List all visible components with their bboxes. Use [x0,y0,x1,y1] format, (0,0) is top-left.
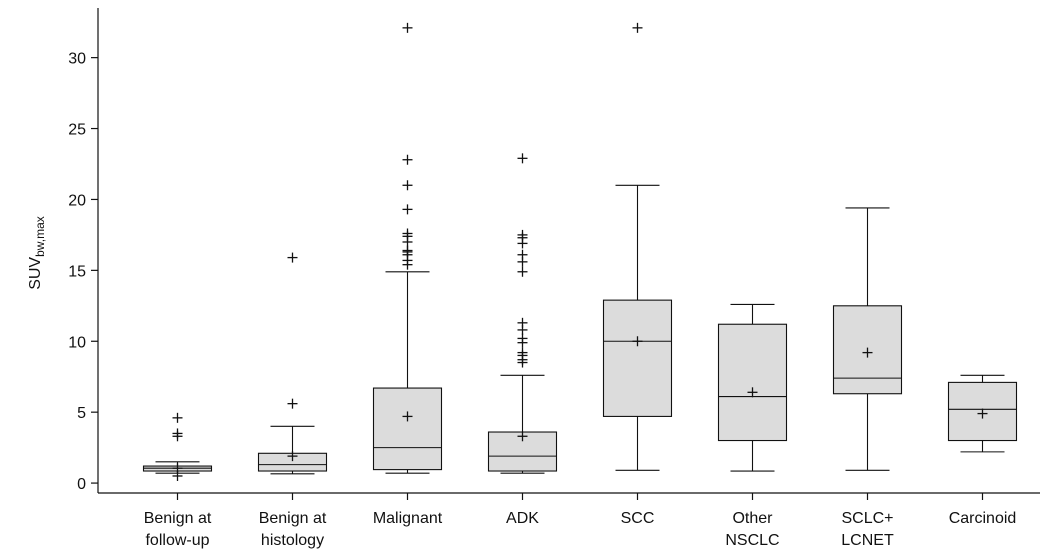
x-category-label: SCLC+ LCNET [841,510,894,549]
y-tick-label: 20 [68,192,86,209]
mean-marker [287,451,298,462]
x-category-label: Carcinoid [949,510,1017,527]
y-axis-label: SUVbw,max [27,216,47,290]
outlier-point [517,347,528,358]
x-category-label-line: SCLC+ [841,510,893,527]
outlier-point [402,228,413,239]
mean-marker [632,336,643,347]
box-group [257,252,328,475]
box-group [602,22,673,471]
x-category-label: Malignant [373,510,443,527]
outlier-point [287,252,298,263]
outlier-point [517,317,528,328]
mean-marker [517,431,528,442]
x-category-label: Benign at histology [259,510,327,549]
box-group [487,153,558,474]
y-tick-label: 30 [68,51,86,68]
mean-marker [862,347,873,358]
outlier-point [172,412,183,423]
outlier-point [517,229,528,240]
iqr-box [372,387,443,471]
outlier-point [517,333,528,344]
boxes [142,22,1018,481]
y-tick-label: 15 [68,263,86,280]
x-category-label: ADK [506,510,539,527]
x-category-label-line: follow-up [145,532,209,549]
box-group [832,207,903,471]
y-ticks: 0 5 10 15 20 25 30 [68,51,98,493]
y-axis-label-subscript: bw,max [33,216,47,257]
x-category-label-line: Carcinoid [949,510,1017,527]
x-category-label-line: LCNET [841,532,894,549]
outlier-point [632,22,643,33]
x-category-label-line: Other [732,510,773,527]
mean-marker [747,387,758,398]
iqr-box [602,299,673,417]
outlier-point [517,153,528,164]
box-group [717,303,788,472]
x-category-label-line: Benign at [144,510,212,527]
box-group [372,22,443,474]
x-category-label: Other NSCLC [725,510,779,549]
mean-marker [402,411,413,422]
outlier-point [402,245,413,256]
axes [97,8,1040,494]
outlier-point [402,204,413,215]
x-category-label: Benign at follow-up [144,510,212,549]
y-tick-label: 0 [77,476,86,493]
outlier-point [172,428,183,439]
x-category-label-line: histology [261,532,324,549]
y-axis-label-main: SUV [27,257,44,290]
box-group [947,374,1018,453]
x-category-label-line: Benign at [259,510,327,527]
iqr-box [717,323,788,442]
outlier-point [517,266,528,277]
x-category-labels: Benign at follow-up Benign at histology Mali… [144,493,1017,549]
x-category-label-line: SCC [621,510,655,527]
x-category-label-line: NSCLC [725,532,779,549]
outlier-point [402,22,413,33]
y-tick-label: 10 [68,334,86,351]
y-tick-label: 25 [68,122,86,139]
x-category-label-line: ADK [506,510,539,527]
x-category-label: SCC [621,510,655,527]
outlier-point [402,154,413,165]
outlier-point [517,249,528,260]
mean-marker [977,408,988,419]
y-tick-label: 5 [77,405,86,422]
box-group [142,412,213,481]
x-category-label-line: Malignant [373,510,443,527]
outlier-point [402,180,413,191]
outlier-point [287,398,298,409]
outlier-point [172,470,183,481]
